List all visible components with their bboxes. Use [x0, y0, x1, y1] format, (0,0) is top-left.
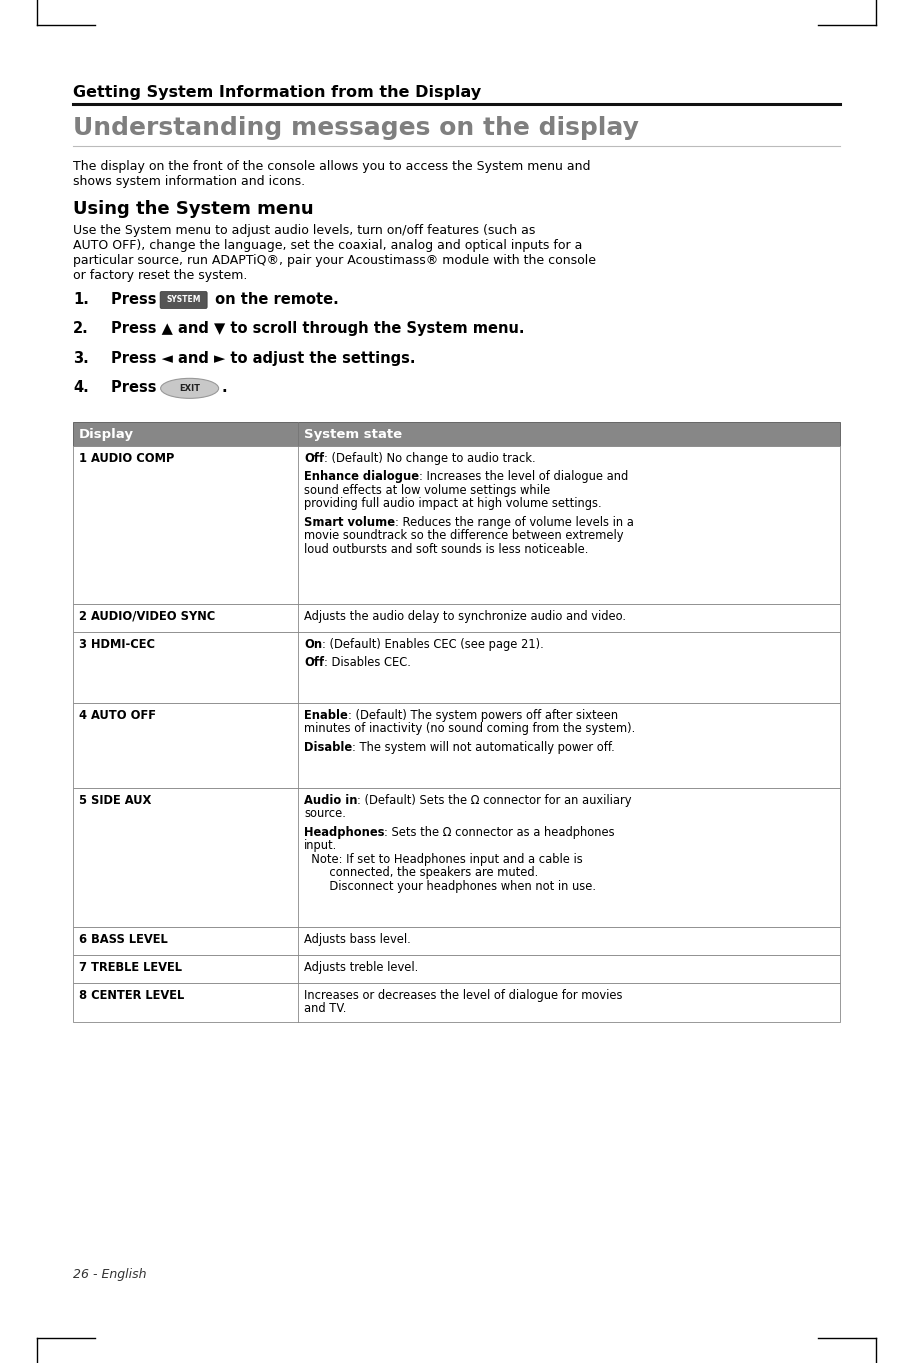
Text: sound effects at low volume settings while: sound effects at low volume settings whi…	[304, 484, 551, 496]
FancyBboxPatch shape	[73, 446, 840, 604]
Text: 7 TREBLE LEVEL: 7 TREBLE LEVEL	[79, 961, 182, 973]
Text: 4 AUTO OFF: 4 AUTO OFF	[79, 709, 156, 722]
Text: Adjusts bass level.: Adjusts bass level.	[304, 932, 411, 946]
Text: : Disables CEC.: : Disables CEC.	[324, 656, 411, 669]
Text: Disable: Disable	[304, 741, 352, 754]
Text: 6 BASS LEVEL: 6 BASS LEVEL	[79, 932, 168, 946]
Text: and TV.: and TV.	[304, 1002, 346, 1015]
FancyBboxPatch shape	[160, 292, 207, 308]
Text: Increases or decreases the level of dialogue for movies: Increases or decreases the level of dial…	[304, 988, 623, 1002]
Text: input.: input.	[304, 840, 337, 852]
Text: Understanding messages on the display: Understanding messages on the display	[73, 116, 639, 140]
FancyBboxPatch shape	[73, 788, 840, 927]
Text: Use the System menu to adjust audio levels, turn on/off features (such as: Use the System menu to adjust audio leve…	[73, 224, 535, 237]
Text: source.: source.	[304, 807, 346, 821]
Text: EXIT: EXIT	[179, 384, 200, 393]
Text: Headphones: Headphones	[304, 826, 384, 838]
FancyBboxPatch shape	[73, 631, 840, 703]
Text: particular source, run ADAPTiQ®, pair your Acoustimass® module with the console: particular source, run ADAPTiQ®, pair yo…	[73, 254, 596, 267]
Text: 26 - English: 26 - English	[73, 1268, 146, 1281]
FancyBboxPatch shape	[73, 421, 840, 446]
Text: Enhance dialogue: Enhance dialogue	[304, 470, 419, 484]
Text: : Sets the Ω connector as a headphones: : Sets the Ω connector as a headphones	[384, 826, 615, 838]
Text: Using the System menu: Using the System menu	[73, 200, 314, 218]
Text: 2.: 2.	[73, 322, 89, 337]
FancyBboxPatch shape	[73, 927, 840, 955]
Text: 1 AUDIO COMP: 1 AUDIO COMP	[79, 451, 174, 465]
Text: Press ▲ and ▼ to scroll through the System menu.: Press ▲ and ▼ to scroll through the Syst…	[111, 322, 524, 337]
FancyBboxPatch shape	[73, 983, 840, 1022]
Text: : The system will not automatically power off.: : The system will not automatically powe…	[352, 741, 614, 754]
Text: loud outbursts and soft sounds is less noticeable.: loud outbursts and soft sounds is less n…	[304, 542, 588, 556]
Text: Press: Press	[111, 380, 162, 395]
Text: Audio in: Audio in	[304, 793, 358, 807]
Text: 2 AUDIO/VIDEO SYNC: 2 AUDIO/VIDEO SYNC	[79, 609, 215, 623]
Text: The display on the front of the console allows you to access the System menu and: The display on the front of the console …	[73, 159, 591, 173]
Text: On: On	[304, 638, 322, 650]
Text: .: .	[222, 380, 227, 395]
Text: Getting System Information from the Display: Getting System Information from the Disp…	[73, 85, 481, 99]
Text: : Increases the level of dialogue and: : Increases the level of dialogue and	[419, 470, 628, 484]
FancyBboxPatch shape	[73, 955, 840, 983]
Text: on the remote.: on the remote.	[210, 292, 339, 307]
Text: providing full audio impact at high volume settings.: providing full audio impact at high volu…	[304, 497, 602, 510]
Text: 3 HDMI-CEC: 3 HDMI-CEC	[79, 638, 155, 650]
Text: : (Default) No change to audio track.: : (Default) No change to audio track.	[324, 451, 536, 465]
Text: : (Default) Sets the Ω connector for an auxiliary: : (Default) Sets the Ω connector for an …	[358, 793, 632, 807]
Text: 1.: 1.	[73, 292, 89, 307]
Text: : (Default) Enables CEC (see page 21).: : (Default) Enables CEC (see page 21).	[322, 638, 544, 650]
Text: Off: Off	[304, 656, 324, 669]
Text: Note: If set to Headphones input and a cable is: Note: If set to Headphones input and a c…	[304, 853, 582, 866]
Text: shows system information and icons.: shows system information and icons.	[73, 174, 305, 188]
Text: 8 CENTER LEVEL: 8 CENTER LEVEL	[79, 988, 184, 1002]
Text: connected, the speakers are muted.: connected, the speakers are muted.	[304, 867, 539, 879]
Text: 3.: 3.	[73, 350, 89, 365]
Text: Display: Display	[79, 428, 134, 440]
Text: System state: System state	[304, 428, 402, 440]
FancyBboxPatch shape	[73, 703, 840, 788]
Text: Adjusts the audio delay to synchronize audio and video.: Adjusts the audio delay to synchronize a…	[304, 609, 626, 623]
Text: minutes of inactivity (no sound coming from the system).: minutes of inactivity (no sound coming f…	[304, 722, 635, 736]
Text: SYSTEM: SYSTEM	[166, 296, 201, 304]
Ellipse shape	[161, 379, 218, 398]
FancyBboxPatch shape	[73, 604, 840, 631]
Text: Press ◄ and ► to adjust the settings.: Press ◄ and ► to adjust the settings.	[111, 350, 415, 365]
Text: Adjusts treble level.: Adjusts treble level.	[304, 961, 418, 973]
Text: Disconnect your headphones when not in use.: Disconnect your headphones when not in u…	[304, 880, 596, 893]
Text: or factory reset the system.: or factory reset the system.	[73, 269, 247, 282]
Text: movie soundtrack so the difference between extremely: movie soundtrack so the difference betwe…	[304, 529, 624, 542]
Text: Smart volume: Smart volume	[304, 515, 395, 529]
Text: 4.: 4.	[73, 380, 89, 395]
Text: Enable: Enable	[304, 709, 348, 722]
Text: : Reduces the range of volume levels in a: : Reduces the range of volume levels in …	[395, 515, 634, 529]
Text: Off: Off	[304, 451, 324, 465]
Text: AUTO OFF), change the language, set the coaxial, analog and optical inputs for a: AUTO OFF), change the language, set the …	[73, 239, 582, 252]
Text: 5 SIDE AUX: 5 SIDE AUX	[79, 793, 152, 807]
Text: Press: Press	[111, 292, 162, 307]
Text: : (Default) The system powers off after sixteen: : (Default) The system powers off after …	[348, 709, 618, 722]
